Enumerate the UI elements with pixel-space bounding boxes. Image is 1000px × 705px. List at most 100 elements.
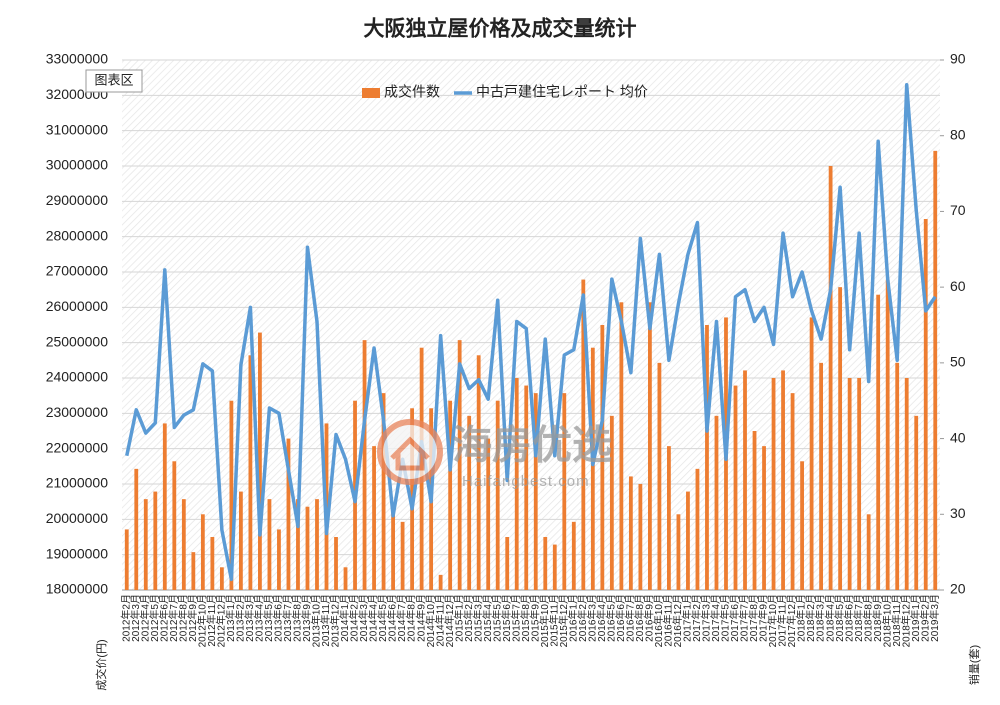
- x-tick-label: 2013年7月: [281, 594, 294, 642]
- y-tick-label: 21000000: [46, 475, 109, 491]
- y2-tick-label: 90: [950, 51, 966, 67]
- bar: [162, 423, 167, 590]
- y-tick-label: 18000000: [46, 581, 109, 597]
- x-tick-label: 2016年2月: [576, 594, 589, 642]
- x-tick-label: 2016年4月: [595, 594, 608, 642]
- bar: [267, 499, 272, 590]
- x-tick-label: 2014年6月: [386, 594, 399, 642]
- bar: [581, 279, 586, 590]
- x-tick-label: 2017年1月: [681, 594, 694, 642]
- x-tick-label: 2012年5月: [148, 594, 161, 642]
- x-tick-label: 2012年10月: [195, 594, 208, 647]
- x-tick-label: 2017年10月: [766, 594, 779, 647]
- x-tick-label: 2014年10月: [424, 594, 437, 647]
- y-tick-label: 26000000: [46, 298, 109, 314]
- bar: [885, 279, 890, 590]
- bar: [277, 529, 281, 590]
- x-tick-label: 2015年2月: [462, 594, 475, 642]
- x-tick-label: 2015年10月: [538, 594, 551, 647]
- y-axis-title: 成交价(円): [94, 639, 108, 690]
- bar: [819, 362, 824, 590]
- bar: [229, 400, 234, 590]
- bar: [315, 499, 319, 590]
- bar: [258, 332, 262, 590]
- x-tick-label: 2014年9月: [414, 594, 427, 642]
- tooltip-box: [85, 69, 143, 93]
- x-tick-label: 2017年2月: [690, 594, 703, 642]
- x-tick-label: 2014年12月: [443, 594, 456, 647]
- bar: [676, 514, 681, 590]
- x-tick-label: 2016年11月: [662, 594, 675, 647]
- y-tick-label: 25000000: [46, 333, 109, 349]
- bar: [752, 431, 757, 590]
- x-tick-label: 2018年11月: [890, 594, 903, 647]
- bar: [334, 537, 338, 590]
- x-tick-label: 2013年4月: [253, 594, 266, 642]
- x-tick-label: 2012年6月: [157, 594, 170, 642]
- y2-axis-title: 销量(套): [967, 645, 981, 685]
- bar: [705, 325, 709, 590]
- bar: [543, 537, 548, 590]
- bar: [609, 415, 614, 590]
- watermark-url: Haifangbest.com: [462, 473, 590, 490]
- x-tick-label: 2016年8月: [633, 594, 646, 642]
- y-tick-label: 20000000: [46, 510, 109, 526]
- y2-tick-label: 40: [950, 429, 966, 445]
- bar: [667, 446, 671, 590]
- bar: [191, 552, 196, 590]
- x-tick-label: 2013年1月: [224, 594, 237, 642]
- y-tick-label: 29000000: [46, 192, 109, 208]
- bar: [486, 438, 491, 590]
- legend-label: 中古戸建住宅レポート 均价: [476, 84, 648, 100]
- bar: [476, 355, 481, 590]
- bar: [600, 325, 605, 590]
- bar: [514, 378, 519, 590]
- x-tick-label: 2017年5月: [719, 594, 732, 642]
- bar: [809, 317, 814, 590]
- tooltip: 图表区: [85, 69, 143, 93]
- x-tick-label: 2015年6月: [500, 594, 513, 642]
- x-tick-label: 2013年10月: [310, 594, 323, 647]
- x-tick-label: 2015年7月: [509, 594, 522, 642]
- x-tick-label: 2015年1月: [452, 594, 465, 642]
- bar: [219, 567, 224, 590]
- bar: [391, 506, 395, 590]
- y-tick-label: 19000000: [46, 545, 109, 561]
- bar: [647, 302, 652, 590]
- y-tick-label: 30000000: [46, 157, 109, 173]
- x-tick-label: 2017年7月: [738, 594, 751, 642]
- x-tick-label: 2013年5月: [262, 594, 275, 642]
- x-tick-label: 2017年9月: [757, 594, 770, 642]
- y-tick-label: 27000000: [46, 263, 109, 279]
- x-tick-label: 2015年5月: [490, 594, 503, 642]
- x-tick-label: 2018年6月: [842, 594, 855, 642]
- legend-item: 中古戸建住宅レポート 均价: [454, 84, 648, 100]
- x-tick-label: 2016年3月: [585, 594, 598, 642]
- bar: [457, 340, 462, 590]
- bar: [286, 438, 291, 590]
- bar: [296, 499, 300, 590]
- bar: [743, 370, 747, 590]
- y2-tick-label: 50: [950, 354, 966, 370]
- x-tick-label: 2019年2月: [918, 594, 931, 642]
- x-tick-label: 2017年3月: [700, 594, 713, 642]
- x-tick-label: 2012年11月: [205, 594, 218, 647]
- x-tick-label: 2018年1月: [795, 594, 808, 642]
- legend-label: 成交件数: [384, 84, 440, 100]
- x-tick-label: 2017年11月: [776, 594, 789, 647]
- bar: [638, 484, 643, 590]
- bar: [124, 529, 129, 590]
- bar: [828, 166, 833, 590]
- bar: [790, 393, 795, 590]
- x-tick-label: 2018年8月: [861, 594, 874, 642]
- x-tick-label: 2018年5月: [833, 594, 846, 642]
- bar: [695, 468, 700, 590]
- x-tick-label: 2014年7月: [395, 594, 408, 642]
- y-tick-label: 31000000: [46, 121, 109, 137]
- bar: [134, 468, 139, 590]
- x-tick-label: 2015年3月: [471, 594, 484, 642]
- x-tick-label: 2013年6月: [272, 594, 285, 642]
- x-tick-label: 2015年4月: [481, 594, 494, 642]
- bar: [895, 362, 900, 590]
